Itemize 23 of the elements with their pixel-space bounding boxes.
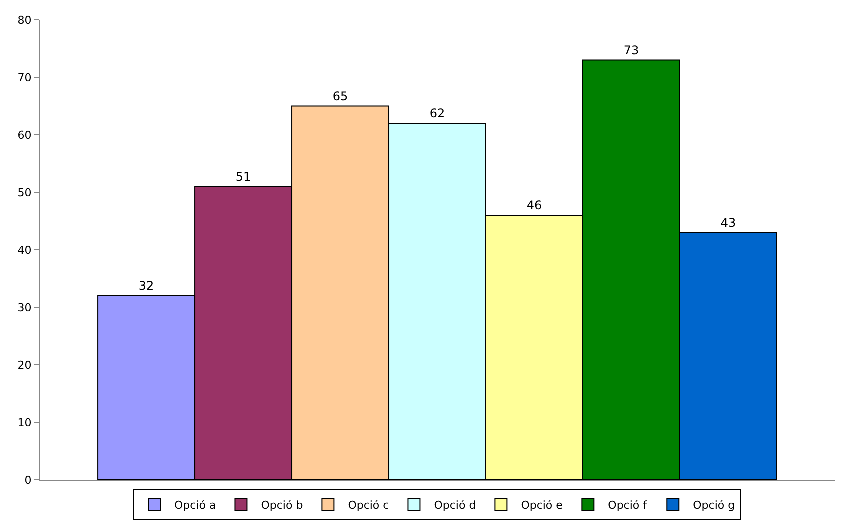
y-tick-label: 80 <box>18 14 32 27</box>
y-tick-label: 70 <box>18 71 32 84</box>
legend-label: Opció c <box>348 498 390 512</box>
legend-label: Opció e <box>521 498 564 512</box>
data-label: 65 <box>332 89 348 104</box>
y-tick-label: 40 <box>18 244 32 257</box>
legend-label: Opció a <box>174 498 216 512</box>
legend-label: Opció b <box>261 498 304 512</box>
data-label: 62 <box>430 106 446 120</box>
y-tick-label: 50 <box>18 186 32 200</box>
y-tick-label: 20 <box>18 358 32 372</box>
data-label: 73 <box>624 43 640 58</box>
data-label: 46 <box>526 198 542 212</box>
data-label: 51 <box>236 170 252 184</box>
y-tick-label: 60 <box>18 128 32 142</box>
y-tick-label: 30 <box>18 301 32 314</box>
y-tick-label: 0 <box>24 474 32 487</box>
legend-label: Opció f <box>608 498 648 512</box>
y-tick-label: 10 <box>18 416 32 430</box>
data-label: 43 <box>720 216 736 230</box>
legend-label: Opció g <box>693 498 736 512</box>
data-label: 32 <box>138 279 154 293</box>
legend-label: Opció d <box>434 498 476 512</box>
